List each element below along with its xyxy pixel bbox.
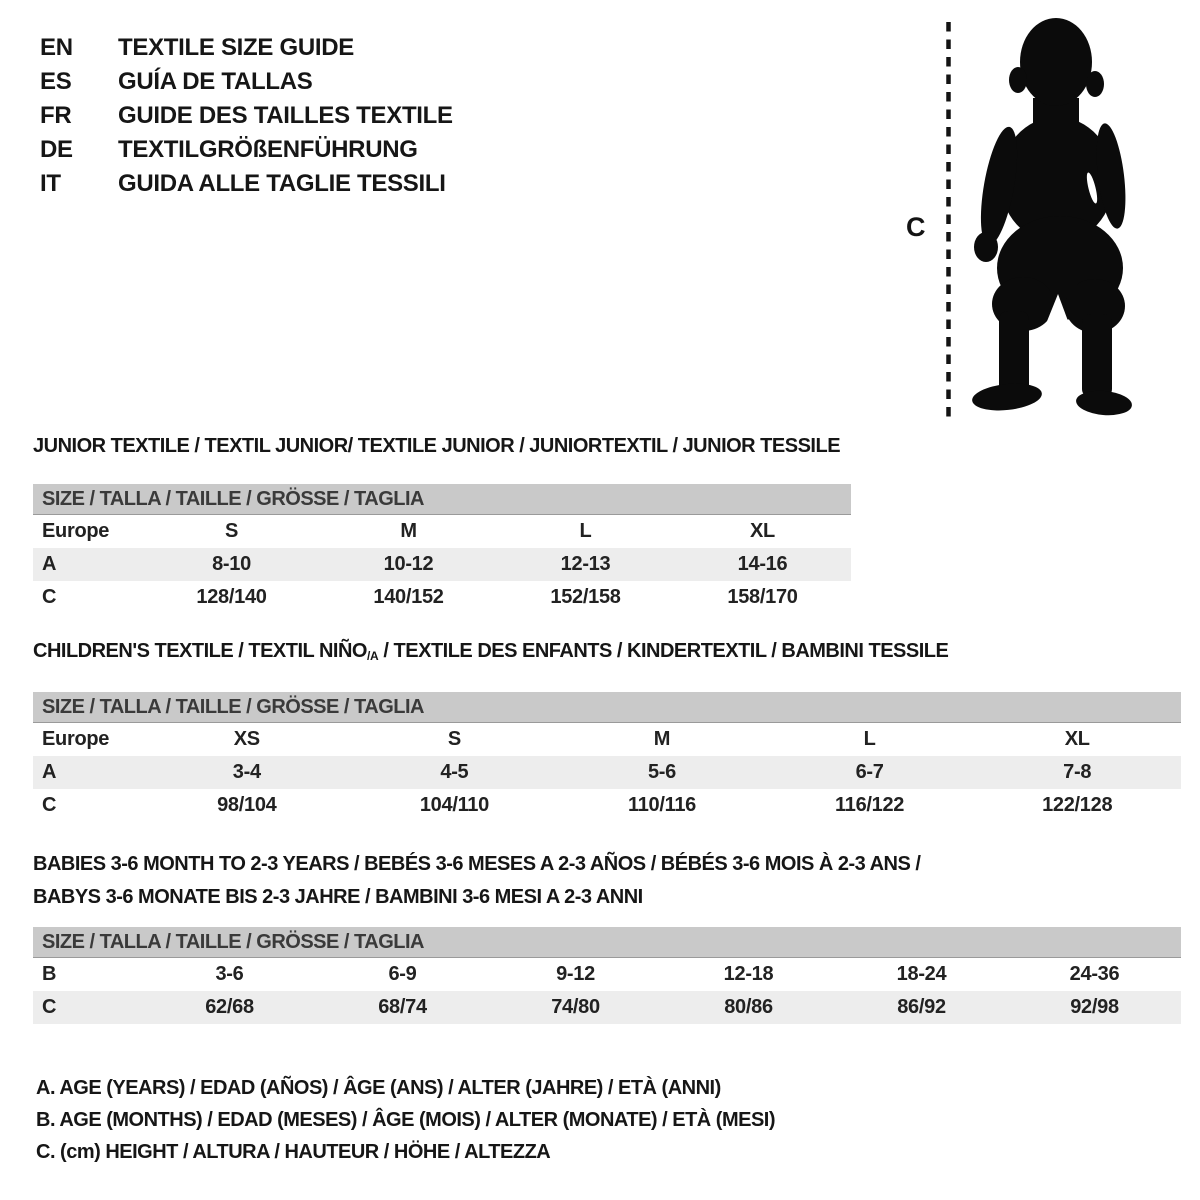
size-cell: M [653, 728, 671, 750]
language-code: FR [40, 102, 72, 129]
size-cell: 10-12 [383, 553, 434, 575]
size-cell: XL [750, 520, 775, 542]
size-header-bar: SIZE / TALLA / TAILLE / GRÖSSE / TAGLIA [33, 692, 1181, 723]
size-cell: 110/116 [627, 794, 696, 816]
language-guide-title: GUIDA ALLE TAGLIE TESSILI [118, 170, 446, 197]
size-header-bar: SIZE / TALLA / TAILLE / GRÖSSE / TAGLIA [33, 484, 851, 515]
table-row: A 8-10 10-12 12-13 14-16 [33, 548, 851, 581]
table-row: A 3-4 4-5 5-6 6-7 7-8 [33, 756, 1181, 789]
table-row: C 98/104 104/110 110/116 116/122 122/128 [33, 789, 1181, 822]
language-code: ES [40, 68, 72, 95]
row-label: C [42, 996, 57, 1018]
language-row: IT GUIDA ALLE TAGLIE TESSILI [40, 167, 453, 201]
language-title-list: EN TEXTILE SIZE GUIDE ES GUÍA DE TALLAS … [40, 31, 453, 201]
size-cell: 92/98 [1070, 996, 1119, 1018]
size-cell: 5-6 [647, 761, 676, 783]
row-label: C [42, 794, 57, 816]
language-guide-title: TEXTILE SIZE GUIDE [118, 34, 354, 61]
children-title-subscript: /A [366, 649, 379, 663]
size-cell: 116/122 [835, 794, 905, 816]
size-cell: 12-13 [560, 553, 611, 575]
language-row: EN TEXTILE SIZE GUIDE [40, 31, 453, 65]
row-label: B [42, 963, 57, 985]
legend-line-b: B. AGE (MONTHS) / EDAD (MESES) / ÂGE (MO… [36, 1109, 776, 1131]
children-size-table: SIZE / TALLA / TAILLE / GRÖSSE / TAGLIA … [33, 692, 1181, 822]
size-cell: 98/104 [217, 794, 277, 816]
children-section-title: CHILDREN'S TEXTILE / TEXTIL NIÑO/A / TEX… [33, 640, 949, 663]
height-measure-label: C [906, 212, 926, 242]
size-cell: 8-10 [212, 553, 251, 575]
size-cell: 68/74 [378, 996, 427, 1018]
table-row: Europe S M L XL [33, 515, 851, 548]
size-cell: 3-6 [215, 963, 244, 985]
row-label: Europe [42, 520, 110, 542]
size-cell: L [863, 728, 876, 750]
language-code: DE [40, 136, 73, 163]
junior-size-table: SIZE / TALLA / TAILLE / GRÖSSE / TAGLIA … [33, 484, 851, 614]
row-label: C [42, 586, 57, 608]
size-header-bar: SIZE / TALLA / TAILLE / GRÖSSE / TAGLIA [33, 927, 1181, 958]
size-cell: 104/110 [419, 794, 489, 816]
language-code: IT [40, 170, 61, 197]
size-cell: S [447, 728, 461, 750]
row-label: A [42, 553, 57, 575]
size-cell: XL [1064, 728, 1090, 750]
size-cell: 152/158 [550, 586, 621, 608]
size-cell: 62/68 [205, 996, 254, 1018]
toddler-silhouette-image [972, 18, 1132, 416]
size-cell: 74/80 [551, 996, 600, 1018]
language-row: DE TEXTILGRÖßENFÜHRUNG [40, 133, 453, 167]
row-label: Europe [42, 728, 110, 750]
size-cell: 9-12 [556, 963, 595, 985]
babies-title-line2: BABYS 3-6 MONATE BIS 2-3 JAHRE / BAMBINI… [33, 886, 643, 908]
junior-section-title: JUNIOR TEXTILE / TEXTIL JUNIOR/ TEXTILE … [33, 435, 841, 457]
size-cell: 12-18 [723, 963, 774, 985]
measurement-legend: A. AGE (YEARS) / EDAD (AÑOS) / ÂGE (ANS)… [36, 1072, 776, 1168]
size-cell: S [224, 520, 239, 542]
babies-section-title: BABIES 3-6 MONTH TO 2-3 YEARS / BEBÉS 3-… [33, 848, 921, 914]
size-cell: 24-36 [1069, 963, 1120, 985]
children-title-rest: / TEXTILE DES ENFANTS / KINDERTEXTIL / B… [378, 640, 949, 662]
size-cell: 80/86 [724, 996, 773, 1018]
children-title-main: CHILDREN'S TEXTILE / TEXTIL NIÑO [33, 640, 367, 662]
size-cell: L [579, 520, 592, 542]
language-guide-title: GUIDE DES TAILLES TEXTILE [118, 102, 453, 129]
babies-size-table: SIZE / TALLA / TAILLE / GRÖSSE / TAGLIA … [33, 927, 1181, 1024]
size-cell: 122/128 [1042, 794, 1113, 816]
legend-line-a: A. AGE (YEARS) / EDAD (AÑOS) / ÂGE (ANS)… [36, 1077, 721, 1099]
size-cell: 140/152 [373, 586, 444, 608]
size-cell: 6-9 [388, 963, 417, 985]
size-cell: 158/170 [727, 586, 798, 608]
language-code: EN [40, 34, 73, 61]
legend-line-c: C. (cm) HEIGHT / ALTURA / HAUTEUR / HÖHE… [36, 1141, 551, 1163]
size-cell: 128/140 [196, 586, 267, 608]
row-label: A [42, 761, 57, 783]
table-row: C 128/140 140/152 152/158 158/170 [33, 581, 851, 614]
size-cell: 14-16 [737, 553, 788, 575]
language-guide-title: GUÍA DE TALLAS [118, 68, 313, 95]
size-cell: 3-4 [232, 761, 261, 783]
table-row: B 3-6 6-9 9-12 12-18 18-24 24-36 [33, 958, 1181, 991]
size-cell: 6-7 [855, 761, 884, 783]
size-cell: 4-5 [440, 761, 469, 783]
table-row: C 62/68 68/74 74/80 80/86 86/92 92/98 [33, 991, 1181, 1024]
language-row: ES GUÍA DE TALLAS [40, 65, 453, 99]
height-measure-line [946, 22, 951, 418]
size-cell: 7-8 [1063, 761, 1092, 783]
language-row: FR GUIDE DES TAILLES TEXTILE [40, 99, 453, 133]
size-cell: XS [233, 728, 260, 750]
language-guide-title: TEXTILGRÖßENFÜHRUNG [118, 136, 418, 163]
size-cell: M [400, 520, 417, 542]
table-row: Europe XS S M L XL [33, 723, 1181, 756]
size-cell: 86/92 [897, 996, 946, 1018]
size-cell: 18-24 [896, 963, 947, 985]
babies-title-line1: BABIES 3-6 MONTH TO 2-3 YEARS / BEBÉS 3-… [33, 853, 921, 875]
